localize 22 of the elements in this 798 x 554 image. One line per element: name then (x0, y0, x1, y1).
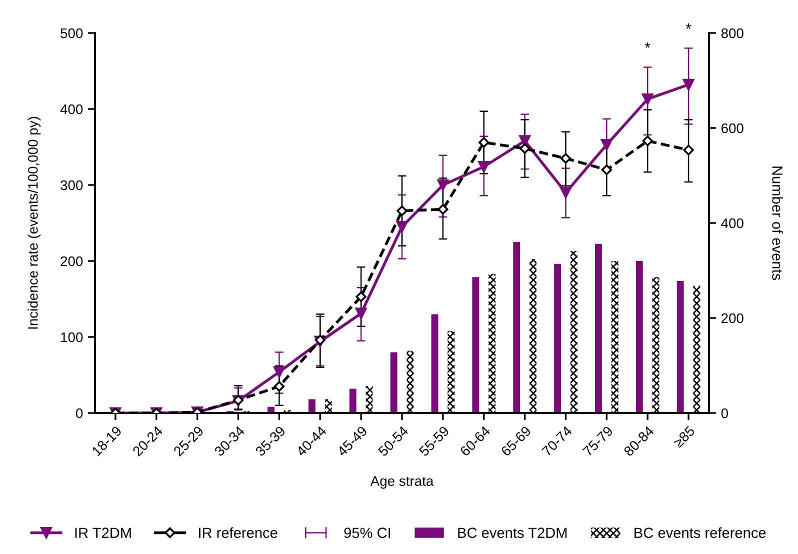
y-tick-label: 400 (60, 104, 83, 114)
y-tick-label: 300 (60, 180, 83, 190)
legend-label: IR reference (199, 527, 278, 538)
text: 95% CI (344, 528, 390, 538)
legend-label: BC events reference (634, 527, 766, 538)
y-tick-label: 500 (60, 28, 83, 38)
y2-axis-title: Number of events (772, 166, 783, 280)
y-tick-label: 100 (61, 332, 83, 342)
y2-tick-label: 600 (722, 123, 744, 134)
x-tick-label: ≥85 (672, 425, 696, 448)
y2-tick-label: 0 (721, 408, 728, 418)
annotation: * (686, 23, 692, 29)
y2-tick-label: 800 (721, 28, 744, 38)
legend-label: IR T2DM (75, 528, 131, 538)
y-axis-title: Incidence rate (events/100,000 py) (28, 116, 41, 329)
x-axis-title: Age strata (370, 476, 434, 489)
y-tick-label: 0 (76, 408, 83, 418)
annotation: * (644, 42, 650, 48)
y2-tick-label: 400 (721, 218, 744, 228)
y2-tick-label: 200 (722, 313, 744, 324)
legend-label: BC events T2DM (458, 528, 567, 538)
y-tick-label: 200 (60, 256, 83, 266)
